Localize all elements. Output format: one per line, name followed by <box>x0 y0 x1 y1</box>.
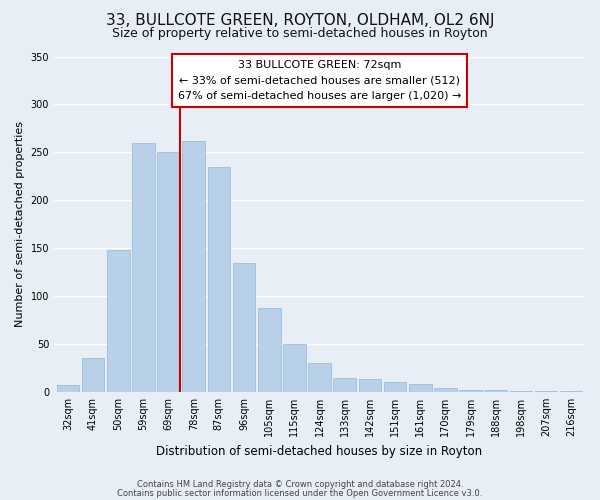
Text: 33, BULLCOTE GREEN, ROYTON, OLDHAM, OL2 6NJ: 33, BULLCOTE GREEN, ROYTON, OLDHAM, OL2 … <box>106 12 494 28</box>
Bar <box>334 378 356 392</box>
Bar <box>484 390 507 392</box>
Bar <box>258 308 281 392</box>
Bar <box>208 166 230 392</box>
Bar <box>359 380 381 392</box>
Bar <box>383 382 406 392</box>
Bar <box>459 390 482 392</box>
Text: Contains public sector information licensed under the Open Government Licence v3: Contains public sector information licen… <box>118 488 482 498</box>
Bar <box>56 385 79 392</box>
Bar <box>107 250 130 392</box>
Bar <box>283 344 305 392</box>
Bar <box>182 141 205 392</box>
Bar <box>560 391 583 392</box>
Text: Contains HM Land Registry data © Crown copyright and database right 2024.: Contains HM Land Registry data © Crown c… <box>137 480 463 489</box>
Bar <box>157 152 180 392</box>
Y-axis label: Number of semi-detached properties: Number of semi-detached properties <box>15 121 25 327</box>
Text: Size of property relative to semi-detached houses in Royton: Size of property relative to semi-detach… <box>112 28 488 40</box>
Bar <box>308 363 331 392</box>
Bar <box>434 388 457 392</box>
Bar <box>132 143 155 392</box>
Bar <box>509 391 532 392</box>
Bar <box>409 384 431 392</box>
X-axis label: Distribution of semi-detached houses by size in Royton: Distribution of semi-detached houses by … <box>157 444 482 458</box>
Bar <box>535 391 557 392</box>
Bar <box>82 358 104 392</box>
Bar <box>233 262 256 392</box>
Text: 33 BULLCOTE GREEN: 72sqm
← 33% of semi-detached houses are smaller (512)
67% of : 33 BULLCOTE GREEN: 72sqm ← 33% of semi-d… <box>178 60 461 101</box>
